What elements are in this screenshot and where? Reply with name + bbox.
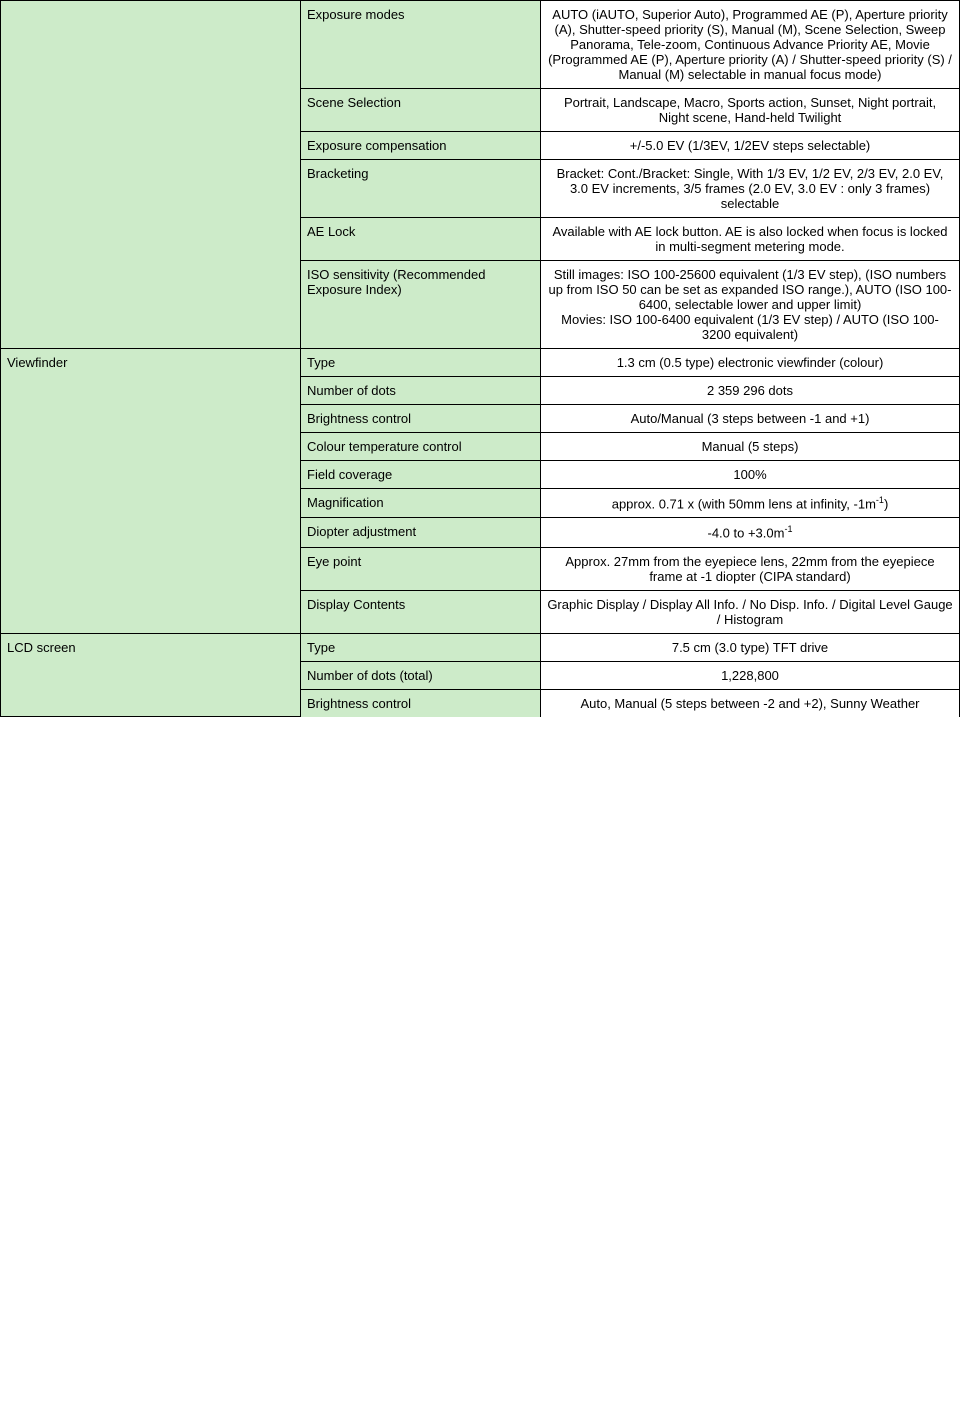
- val-vf-dots: 2 359 296 dots: [541, 377, 960, 405]
- category-viewfinder: Viewfinder: [1, 349, 301, 634]
- sub-iso: ISO sensitivity (Recommended Exposure In…: [301, 261, 541, 349]
- sub-exposure-comp: Exposure compensation: [301, 132, 541, 160]
- sub-vf-diopter: Diopter adjustment: [301, 518, 541, 547]
- sub-vf-mag: Magnification: [301, 489, 541, 518]
- table-row: Viewfinder Type 1.3 cm (0.5 type) electr…: [1, 349, 960, 377]
- val-lcd-dots: 1,228,800: [541, 661, 960, 689]
- val-lcd-type: 7.5 cm (3.0 type) TFT drive: [541, 633, 960, 661]
- val-vf-diopter: -4.0 to +3.0m-1: [541, 518, 960, 547]
- table-row: Exposure modes AUTO (iAUTO, Superior Aut…: [1, 1, 960, 89]
- val-vf-type: 1.3 cm (0.5 type) electronic viewfinder …: [541, 349, 960, 377]
- sub-ae-lock: AE Lock: [301, 218, 541, 261]
- val-vf-eyepoint: Approx. 27mm from the eyepiece lens, 22m…: [541, 547, 960, 590]
- spec-table: Exposure modes AUTO (iAUTO, Superior Aut…: [0, 0, 960, 717]
- category-lcd: LCD screen: [1, 633, 301, 717]
- sub-lcd-dots: Number of dots (total): [301, 661, 541, 689]
- val-exposure-comp: +/-5.0 EV (1/3EV, 1/2EV steps selectable…: [541, 132, 960, 160]
- sub-vf-colourtemp: Colour temperature control: [301, 433, 541, 461]
- sub-vf-display: Display Contents: [301, 590, 541, 633]
- sub-vf-brightness: Brightness control: [301, 405, 541, 433]
- sub-vf-field: Field coverage: [301, 461, 541, 489]
- val-vf-colourtemp: Manual (5 steps): [541, 433, 960, 461]
- sub-bracketing: Bracketing: [301, 160, 541, 218]
- sub-lcd-type: Type: [301, 633, 541, 661]
- val-ae-lock: Available with AE lock button. AE is als…: [541, 218, 960, 261]
- val-iso: Still images: ISO 100-25600 equivalent (…: [541, 261, 960, 349]
- val-scene-selection: Portrait, Landscape, Macro, Sports actio…: [541, 89, 960, 132]
- sub-vf-dots: Number of dots: [301, 377, 541, 405]
- val-vf-field: 100%: [541, 461, 960, 489]
- sub-vf-type: Type: [301, 349, 541, 377]
- sub-exposure-modes: Exposure modes: [301, 1, 541, 89]
- val-vf-brightness: Auto/Manual (3 steps between -1 and +1): [541, 405, 960, 433]
- val-lcd-brightness: Auto, Manual (5 steps between -2 and +2)…: [541, 689, 960, 717]
- sub-scene-selection: Scene Selection: [301, 89, 541, 132]
- val-exposure-modes: AUTO (iAUTO, Superior Auto), Programmed …: [541, 1, 960, 89]
- val-vf-display: Graphic Display / Display All Info. / No…: [541, 590, 960, 633]
- sub-vf-eyepoint: Eye point: [301, 547, 541, 590]
- val-bracketing: Bracket: Cont./Bracket: Single, With 1/3…: [541, 160, 960, 218]
- category-exposure: [1, 1, 301, 349]
- table-row: LCD screen Type 7.5 cm (3.0 type) TFT dr…: [1, 633, 960, 661]
- val-vf-mag: approx. 0.71 x (with 50mm lens at infini…: [541, 489, 960, 518]
- sub-lcd-brightness: Brightness control: [301, 689, 541, 717]
